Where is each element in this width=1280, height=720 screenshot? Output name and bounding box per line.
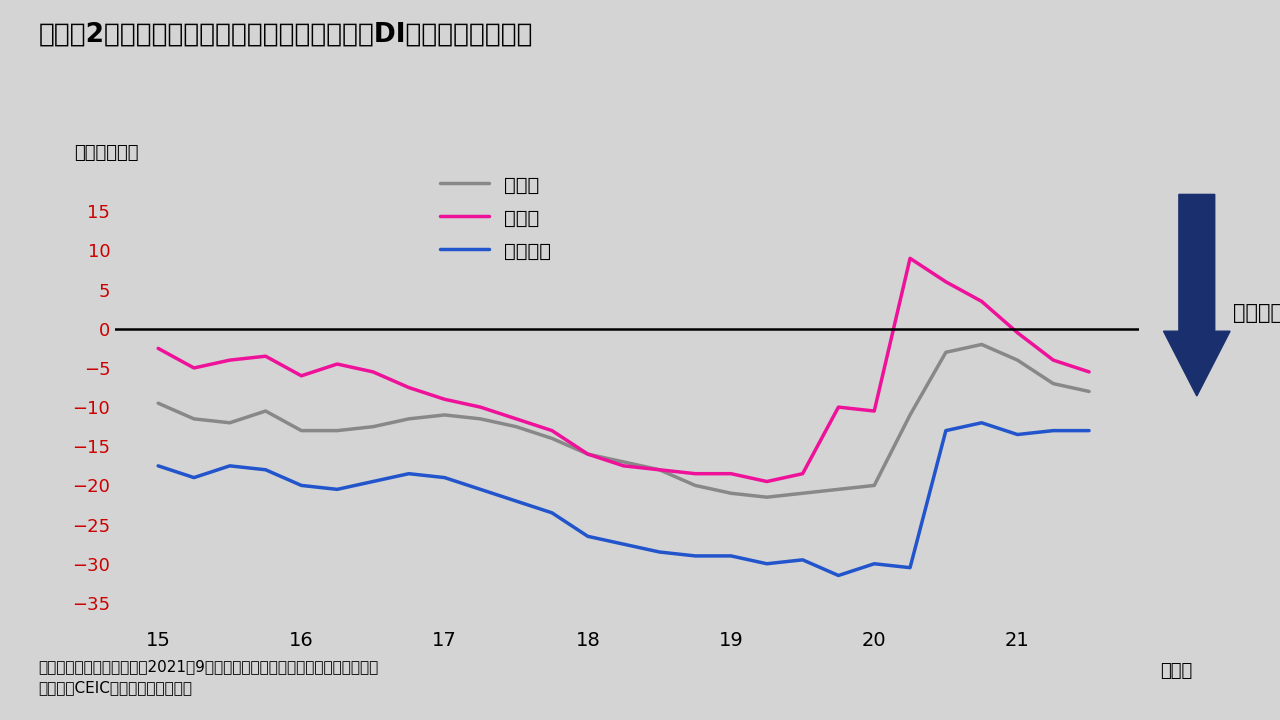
非製造業 — [151, 462, 166, 470]
製造業 — [293, 372, 308, 380]
全産業 — [223, 418, 238, 427]
全産業 — [867, 481, 882, 490]
Text: （出所）CEICよりインベスコ作成: （出所）CEICよりインベスコ作成 — [38, 680, 192, 696]
非製造業 — [329, 485, 344, 494]
全産業 — [687, 481, 703, 490]
製造業 — [401, 383, 416, 392]
非製造業 — [293, 481, 308, 490]
Text: 人手不足: 人手不足 — [1233, 303, 1280, 323]
製造業 — [472, 402, 488, 411]
全産業 — [580, 450, 595, 459]
製造業 — [723, 469, 739, 478]
製造業 — [1082, 367, 1097, 376]
全産業 — [974, 340, 989, 348]
Text: （注）四半期ごとの計数。2021年9月分は業況判断（先行き）の計数を表示。: （注）四半期ごとの計数。2021年9月分は業況判断（先行き）の計数を表示。 — [38, 659, 379, 674]
製造業 — [938, 277, 954, 286]
製造業 — [329, 360, 344, 369]
非製造業 — [223, 462, 238, 470]
非製造業 — [1046, 426, 1061, 435]
全産業 — [1082, 387, 1097, 396]
非製造業 — [187, 473, 202, 482]
非製造業 — [436, 473, 452, 482]
製造業 — [508, 415, 524, 423]
製造業 — [151, 344, 166, 353]
全産業 — [831, 485, 846, 494]
全産業 — [544, 434, 559, 443]
製造業 — [544, 426, 559, 435]
製造業 — [223, 356, 238, 364]
製造業 — [831, 402, 846, 411]
全産業 — [759, 493, 774, 502]
Legend: 全産業, 製造業, 非製造業: 全産業, 製造業, 非製造業 — [433, 168, 559, 269]
製造業 — [1010, 328, 1025, 337]
Text: （ポイント）: （ポイント） — [74, 144, 138, 162]
非製造業 — [831, 571, 846, 580]
非製造業 — [652, 548, 667, 557]
全産業 — [1010, 356, 1025, 364]
全産業 — [257, 407, 273, 415]
全産業 — [902, 410, 918, 419]
非製造業 — [508, 497, 524, 505]
全産業 — [401, 415, 416, 423]
非製造業 — [723, 552, 739, 560]
製造業 — [902, 254, 918, 263]
全産業 — [616, 458, 631, 467]
全産業 — [652, 465, 667, 474]
全産業 — [508, 423, 524, 431]
全産業 — [1046, 379, 1061, 388]
製造業 — [795, 469, 810, 478]
全産業 — [795, 489, 810, 498]
非製造業 — [938, 426, 954, 435]
製造業 — [974, 297, 989, 306]
全産業 — [293, 426, 308, 435]
製造業 — [687, 469, 703, 478]
全産業 — [365, 423, 380, 431]
非製造業 — [580, 532, 595, 541]
非製造業 — [365, 477, 380, 486]
非製造業 — [616, 540, 631, 549]
製造業 — [652, 465, 667, 474]
非製造業 — [902, 563, 918, 572]
全産業 — [436, 410, 452, 419]
非製造業 — [544, 508, 559, 517]
非製造業 — [1010, 431, 1025, 439]
製造業 — [867, 407, 882, 415]
全産業 — [151, 399, 166, 408]
Line: 非製造業: 非製造業 — [159, 423, 1089, 575]
製造業 — [365, 367, 380, 376]
製造業 — [187, 364, 202, 372]
Line: 全産業: 全産業 — [159, 344, 1089, 498]
非製造業 — [974, 418, 989, 427]
製造業 — [436, 395, 452, 404]
製造業 — [616, 462, 631, 470]
全産業 — [723, 489, 739, 498]
製造業 — [1046, 356, 1061, 364]
非製造業 — [257, 465, 273, 474]
Line: 製造業: 製造業 — [159, 258, 1089, 482]
非製造業 — [1082, 426, 1097, 435]
非製造業 — [795, 556, 810, 564]
全産業 — [329, 426, 344, 435]
Text: （図表2）日本：日銀短観による雇用人員判断DI（大企業ベース）: （図表2）日本：日銀短観による雇用人員判断DI（大企業ベース） — [38, 22, 532, 48]
非製造業 — [472, 485, 488, 494]
製造業 — [759, 477, 774, 486]
全産業 — [938, 348, 954, 356]
全産業 — [187, 415, 202, 423]
非製造業 — [759, 559, 774, 568]
Text: （年）: （年） — [1160, 662, 1192, 680]
製造業 — [257, 352, 273, 361]
非製造業 — [687, 552, 703, 560]
全産業 — [472, 415, 488, 423]
非製造業 — [867, 559, 882, 568]
非製造業 — [401, 469, 416, 478]
製造業 — [580, 450, 595, 459]
